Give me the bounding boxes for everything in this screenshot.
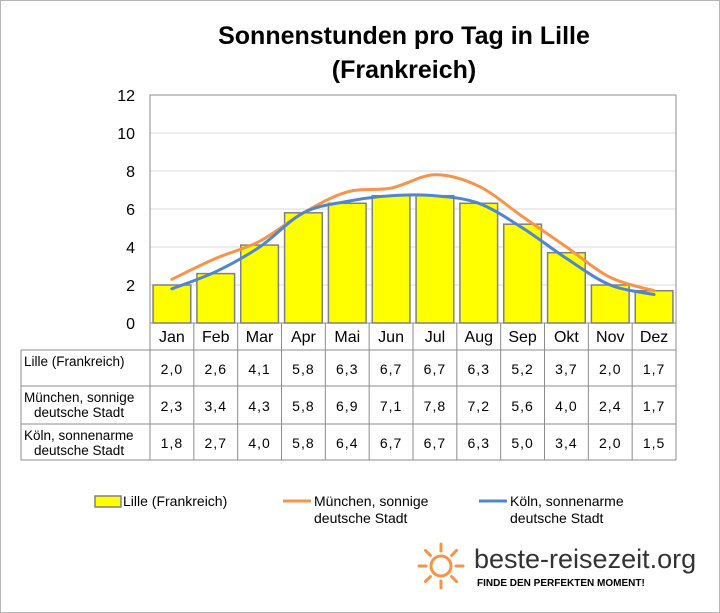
bar (459, 202, 499, 324)
row-label: deutsche Stadt (34, 405, 124, 420)
x-tick-label: Jul (425, 329, 445, 346)
chart-title-line-2: (Frankreich) (332, 56, 476, 84)
legend: Lille (Frankreich) München, sonnigedeutsc… (94, 493, 624, 526)
table-cell: 6,3 (336, 361, 358, 377)
x-tick-label: Aug (465, 329, 493, 346)
table-cell: 2,4 (599, 398, 621, 414)
x-tick-label: Apr (291, 329, 317, 346)
bar (327, 202, 367, 324)
plot-area: 0 2 4 6 8 10 12 (117, 88, 677, 333)
table-cell: 7,8 (424, 398, 446, 414)
x-tick-label: Sep (508, 329, 537, 346)
y-tick-label: 0 (126, 316, 135, 333)
table-cell: 6,9 (336, 398, 358, 414)
row-label: München, sonnige (24, 390, 134, 405)
y-tick-label: 8 (126, 164, 135, 181)
y-tick-label: 10 (117, 126, 135, 143)
series-line-1 (170, 173, 656, 293)
table-cell: 4,1 (248, 361, 270, 377)
series-line-2 (170, 193, 656, 296)
table-cell: 1,8 (161, 435, 183, 451)
table-cell: 5,8 (292, 398, 314, 414)
x-tick-label: Okt (554, 329, 579, 346)
brand-site-name: beste-reisezeit.org (474, 544, 696, 574)
table-cell: 6,3 (468, 435, 490, 451)
bar (546, 251, 587, 324)
y-tick-label: 2 (126, 278, 135, 295)
bar (196, 272, 236, 324)
data-table: Jan Feb Mar Apr Mai Jun Jul Aug Sep Okt Nov Dez Lill… (20, 323, 677, 461)
y-tick-label: 12 (117, 88, 135, 105)
table-cell: 4,0 (248, 435, 270, 451)
table-cell: 4,3 (248, 398, 270, 414)
table-cell: 3,4 (205, 398, 227, 414)
y-tick-label: 6 (126, 202, 135, 219)
table-cell: 2,0 (161, 361, 183, 377)
brand-logo: beste-reisezeit.org FINDE DEN PERFEKTEN M… (417, 542, 696, 590)
sun-ray (423, 575, 432, 584)
table-cell: 7,1 (380, 398, 402, 414)
bar (415, 194, 455, 324)
table-cell: 5,2 (511, 361, 533, 377)
table-cell: 5,8 (292, 361, 314, 377)
table-cell: 1,5 (643, 435, 665, 451)
bar (590, 284, 630, 324)
bar (502, 223, 543, 324)
table-cell: 1,7 (643, 398, 665, 414)
sun-ray (450, 548, 459, 557)
x-tick-label: Feb (202, 329, 230, 346)
x-tick-label: Mar (246, 329, 274, 346)
y-tick-label: 4 (126, 240, 135, 257)
x-tick-label: Nov (596, 329, 624, 346)
x-tick-label: Jan (159, 329, 185, 346)
bar (371, 194, 411, 324)
x-tick-label: Jun (378, 329, 404, 346)
table-cell: 5,8 (292, 435, 314, 451)
table-cell: 2,0 (599, 361, 621, 377)
table-cell: 4,0 (555, 398, 577, 414)
table-cell: 6,7 (380, 361, 402, 377)
table-cell: 3,4 (555, 435, 577, 451)
legend-label: Lille (Frankreich) (123, 493, 227, 509)
table-cell: 6,7 (424, 361, 446, 377)
table-cell: 1,7 (643, 361, 665, 377)
table-cell: 3,7 (555, 361, 577, 377)
legend-label: München, sonnige (314, 493, 429, 509)
row-label: Lille (Frankreich) (24, 354, 125, 369)
sun-ray (450, 575, 459, 584)
legend-label: deutsche Stadt (314, 510, 408, 526)
bar (283, 212, 324, 324)
legend-swatch-bar (94, 495, 122, 508)
table-cell: 2,3 (161, 398, 183, 414)
bar (634, 289, 674, 324)
chart-title-line-1: Sonnenstunden pro Tag in Lille (218, 22, 590, 50)
table-cell: 5,0 (511, 435, 533, 451)
table-cell: 5,6 (511, 398, 533, 414)
table-cell: 6,4 (336, 435, 358, 451)
row-label: deutsche Stadt (34, 443, 124, 458)
legend-label: Köln, sonnenarme (510, 493, 624, 509)
table-cell: 6,7 (380, 435, 402, 451)
bar (239, 244, 280, 324)
table-cell: 6,3 (468, 361, 490, 377)
table-cell: 2,7 (205, 435, 227, 451)
sun-ray (423, 548, 432, 557)
x-tick-label: Dez (640, 329, 668, 346)
table-cell: 2,0 (599, 435, 621, 451)
table-cell: 7,2 (468, 398, 490, 414)
row-label: Köln, sonnenarme (24, 428, 134, 443)
legend-label: deutsche Stadt (510, 510, 604, 526)
x-tick-label: Mai (334, 329, 360, 346)
table-cell: 6,7 (424, 435, 446, 451)
table-cell: 2,6 (205, 361, 227, 377)
bar (152, 284, 192, 324)
brand-tagline: FINDE DEN PERFEKTEN MOMENT! (477, 578, 645, 589)
sun-icon (429, 554, 453, 578)
